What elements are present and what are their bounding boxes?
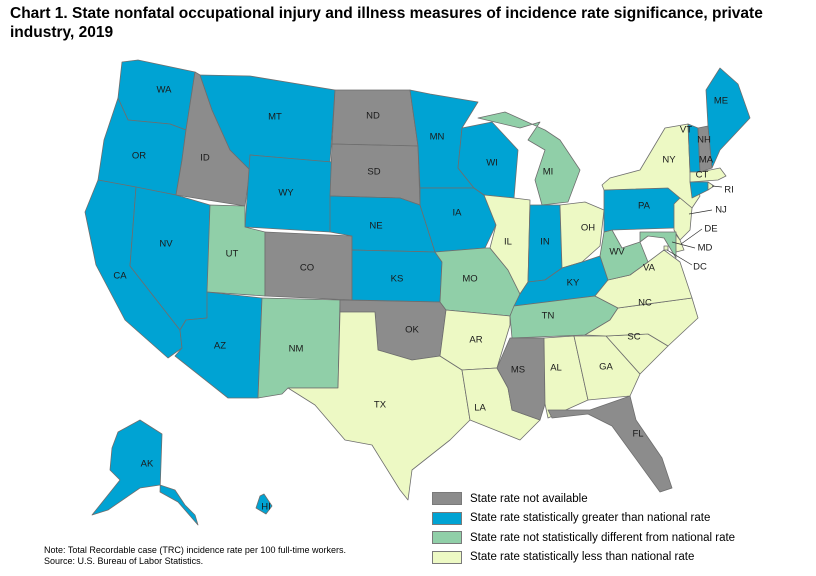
state-label-NJ: NJ [715, 205, 727, 216]
state-label-NC: NC [638, 298, 652, 309]
legend-label-not-different: State rate not statistically different f… [470, 531, 736, 544]
state-label-VT: VT [680, 125, 692, 136]
state-label-MD: MD [698, 243, 713, 254]
state-label-CO: CO [300, 263, 314, 274]
state-label-IN: IN [540, 237, 550, 248]
legend-swatch-less [432, 550, 462, 564]
legend-swatch-greater [432, 511, 462, 525]
state-label-NH: NH [697, 135, 711, 146]
state-label-MT: MT [268, 112, 282, 123]
legend-label-less: State rate statistically less than natio… [470, 551, 695, 564]
state-label-VA: VA [643, 263, 656, 274]
chart-title: Chart 1. State nonfatal occupational inj… [10, 5, 763, 41]
state-label-AK: AK [141, 459, 154, 470]
state-label-IL: IL [504, 237, 512, 248]
state-label-ND: ND [366, 111, 380, 122]
state-label-NY: NY [662, 155, 676, 166]
state-TX[interactable] [287, 311, 471, 501]
state-label-ME: ME [714, 96, 728, 107]
state-label-NE: NE [369, 221, 382, 232]
state-DC[interactable] [663, 245, 669, 251]
state-label-KY: KY [567, 278, 580, 289]
state-label-OR: OR [132, 151, 146, 162]
state-label-MI: MI [543, 167, 554, 178]
state-label-LA: LA [474, 403, 486, 414]
state-label-FL: FL [632, 429, 643, 440]
state-label-MA: MA [699, 155, 714, 166]
state-FL[interactable] [547, 395, 673, 493]
state-label-WI: WI [486, 158, 498, 169]
leader-line-de [680, 228, 703, 245]
state-label-DC: DC [693, 262, 707, 273]
state-label-CA: CA [113, 271, 127, 282]
state-label-AZ: AZ [214, 341, 226, 352]
footnote: Note: Total Recordable case (TRC) incide… [44, 545, 346, 567]
state-label-PA: PA [638, 201, 651, 212]
state-label-TN: TN [542, 311, 555, 322]
state-label-UT: UT [226, 249, 239, 260]
state-label-MN: MN [430, 132, 445, 143]
state-label-SD: SD [367, 167, 380, 178]
state-label-NM: NM [289, 344, 304, 355]
state-label-WA: WA [157, 85, 173, 96]
state-label-CT: CT [696, 170, 709, 181]
state-label-MO: MO [462, 274, 477, 285]
state-WV[interactable] [599, 229, 649, 281]
state-label-IA: IA [453, 208, 463, 219]
legend-item-not-available: State rate not available [432, 489, 792, 509]
state-AK[interactable] [91, 419, 199, 526]
state-label-MS: MS [511, 365, 525, 376]
state-label-WY: WY [278, 188, 294, 199]
leader-line-dc [666, 249, 693, 266]
state-label-OK: OK [405, 325, 419, 336]
state-label-DE: DE [704, 224, 717, 235]
leader-line-md [671, 241, 696, 249]
state-label-AR: AR [469, 335, 482, 346]
state-label-SC: SC [627, 332, 640, 343]
state-AL[interactable] [543, 335, 589, 419]
state-label-OH: OH [581, 223, 595, 234]
state-label-HI: HI [261, 502, 271, 513]
legend-label-not-available: State rate not available [470, 492, 588, 505]
leader-line-nj [688, 209, 713, 215]
state-NC[interactable] [584, 297, 699, 347]
footnote-source: Source: U.S. Bureau of Labor Statistics. [44, 556, 204, 566]
state-label-KS: KS [391, 274, 404, 285]
state-label-TX: TX [374, 400, 387, 411]
legend-item-less: State rate statistically less than natio… [432, 548, 792, 568]
state-label-RI: RI [724, 185, 734, 196]
state-ME[interactable] [705, 67, 751, 169]
legend-swatch-not-available [432, 492, 462, 506]
legend-item-not-different: State rate not statistically different f… [432, 528, 792, 548]
state-NJ[interactable] [673, 197, 693, 241]
state-label-GA: GA [599, 362, 613, 373]
state-RI[interactable] [707, 181, 715, 191]
footnote-note: Note: Total Recordable case (TRC) incide… [44, 545, 346, 555]
legend-label-greater: State rate statistically greater than na… [470, 512, 711, 525]
state-label-WV: WV [609, 247, 625, 258]
state-label-ID: ID [200, 153, 210, 164]
state-label-NV: NV [159, 239, 173, 250]
legend-item-greater: State rate statistically greater than na… [432, 509, 792, 529]
state-HI[interactable] [255, 493, 273, 515]
state-label-AL: AL [550, 363, 562, 374]
map-legend: State rate not available State rate stat… [432, 489, 792, 567]
legend-swatch-not-different [432, 531, 462, 545]
leader-line-ri [711, 185, 723, 188]
state-MD[interactable] [639, 231, 677, 259]
